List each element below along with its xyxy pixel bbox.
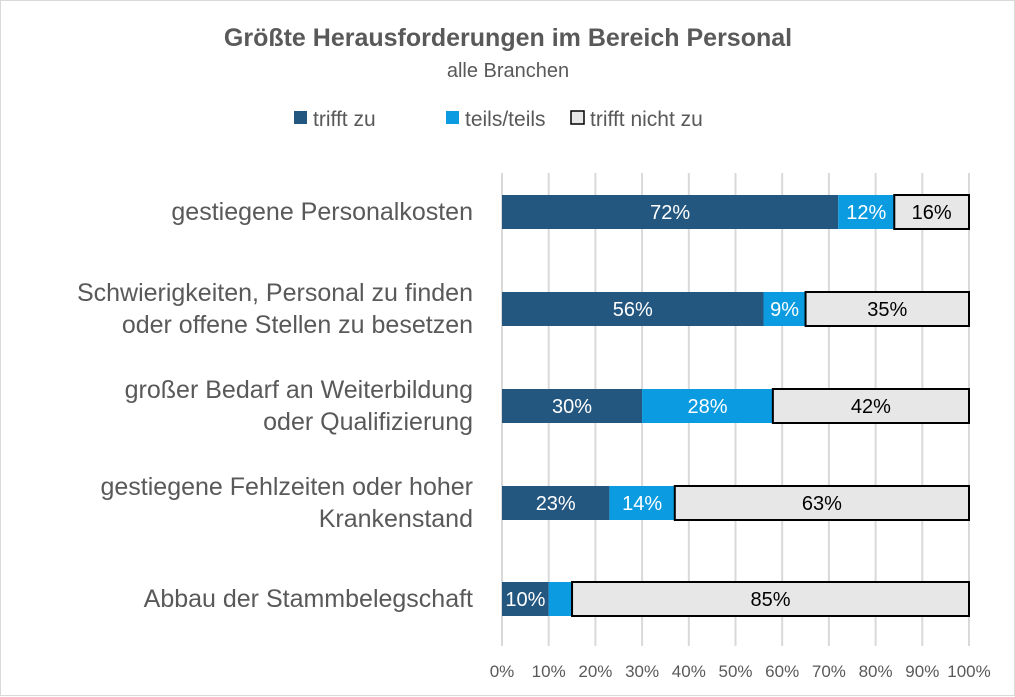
bar-segment xyxy=(642,389,773,423)
category-labels: gestiegene Personalkosten Schwierigkeiten… xyxy=(77,198,473,613)
chart-title: Größte Herausforderungen im Bereich Pers… xyxy=(224,24,792,52)
data-label: 72% xyxy=(650,202,690,224)
data-label: 9% xyxy=(770,299,799,321)
data-label: 16% xyxy=(912,202,952,224)
data-label: 56% xyxy=(613,299,653,321)
bar-segment xyxy=(838,195,895,229)
data-label: 30% xyxy=(552,396,592,418)
legend-swatch xyxy=(446,111,459,124)
legend: trifft zu teils/teils trifft nicht zu xyxy=(294,108,703,131)
x-tick-label: 50% xyxy=(718,662,752,681)
legend-label: teils/teils xyxy=(465,108,546,131)
bars: 72% 12% 16% 56% 9% 35% 30% 28% 42% 23% 14% 63% 10% 85… xyxy=(502,194,971,617)
x-tick-label: 0% xyxy=(490,662,515,681)
legend-swatch xyxy=(294,111,307,124)
bar-segment xyxy=(502,389,643,423)
bar-segment xyxy=(571,581,970,617)
data-label: 14% xyxy=(622,493,662,515)
x-tick-label: 20% xyxy=(578,662,612,681)
x-tick-label: 90% xyxy=(905,662,939,681)
bar-segment xyxy=(804,291,970,327)
x-tick-label: 30% xyxy=(625,662,659,681)
x-tick-label: 80% xyxy=(859,662,893,681)
category-label: Schwierigkeiten, Personal zu finden xyxy=(77,279,473,307)
x-tick-label: 100% xyxy=(947,662,990,681)
bar-segment xyxy=(673,485,970,521)
data-label: 63% xyxy=(802,493,842,515)
bar-segment xyxy=(502,486,610,520)
bar-segment xyxy=(763,292,806,326)
bar-segment xyxy=(502,195,839,229)
category-label: gestiegene Fehlzeiten oder hoher xyxy=(101,473,474,501)
category-label: gestiegene Personalkosten xyxy=(171,198,473,226)
data-label: 28% xyxy=(687,396,727,418)
x-tick-label: 10% xyxy=(532,662,566,681)
category-label: Krankenstand xyxy=(319,505,473,533)
category-label: oder Qualifizierung xyxy=(263,408,473,436)
category-label: oder offene Stellen zu besetzen xyxy=(122,311,473,339)
legend-label: trifft zu xyxy=(313,108,376,131)
bar-segment xyxy=(893,194,971,230)
category-label: großer Bedarf an Weiterbildung xyxy=(125,376,473,404)
data-label: 42% xyxy=(851,396,891,418)
bar-segment xyxy=(771,388,970,424)
data-label: 10% xyxy=(505,589,545,611)
data-label: 35% xyxy=(867,299,907,321)
x-tick-label: 70% xyxy=(812,662,846,681)
x-tick-label: 40% xyxy=(672,662,706,681)
data-label: 23% xyxy=(536,493,576,515)
x-axis-ticks: 0% 10% 20% 30% 40% 50% 60% 70% 80% 90% 100% xyxy=(490,662,991,681)
category-label: Abbau der Stammbelegschaft xyxy=(144,585,473,613)
chart-subtitle: alle Branchen xyxy=(447,60,569,82)
bar-segment xyxy=(609,486,675,520)
x-tick-label: 60% xyxy=(765,662,799,681)
bar-segment xyxy=(502,292,764,326)
bar-segment xyxy=(502,582,549,616)
legend-swatch xyxy=(570,110,585,125)
legend-label: trifft nicht zu xyxy=(590,108,703,131)
bar-segment xyxy=(548,582,573,616)
data-label: 12% xyxy=(846,202,886,224)
data-label: 85% xyxy=(751,589,791,611)
